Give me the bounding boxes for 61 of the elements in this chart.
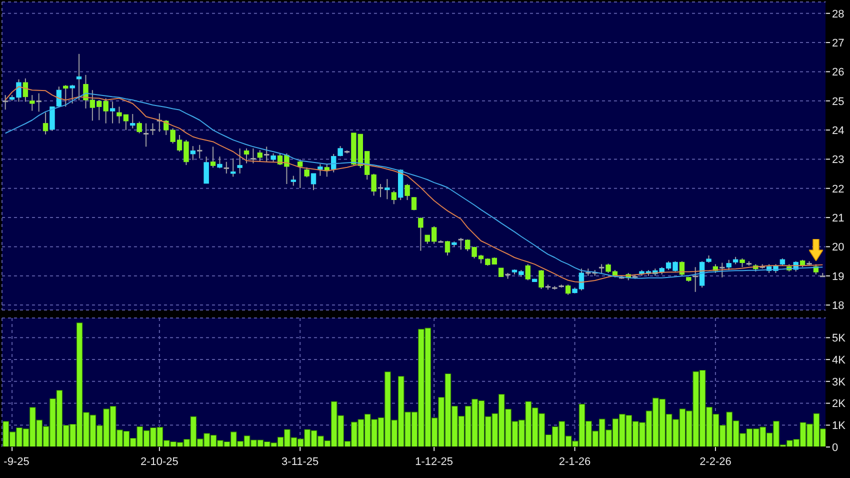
y-tick-label: 4K [832,354,846,366]
y-tick-label: 1K [832,420,846,432]
y-tick-label: 26 [832,66,844,79]
y-tick-label: 21 [832,212,844,224]
candlestick [136,121,142,134]
candlestick [244,148,250,164]
candlestick [298,158,303,189]
y-tick-label: 3K [832,376,846,388]
x-tick-label: 2-10-25 [140,456,178,468]
candlestick [692,266,698,292]
y-tick-label: 5K [832,332,846,345]
x-tick-label: 2-1-26 [558,456,591,468]
candlestick [70,84,75,104]
candlestick [150,122,156,136]
candlestick [76,53,82,101]
candlestick [318,164,323,176]
x-tick-label: 3-11-25 [282,456,319,468]
y-tick-label: 24 [832,124,844,137]
candlestick [404,184,410,201]
candlestick [391,190,396,205]
y-tick-label: 20 [832,242,844,254]
candlestick [230,158,236,178]
candlestick [224,161,230,174]
y-tick-label: 18 [832,300,844,312]
candlestick [36,92,42,112]
candlestick [197,144,202,159]
candlestick [143,122,149,148]
candlestick [217,156,222,169]
candlestick [50,106,55,132]
x-tick-label: 1-12-25 [415,456,454,468]
y-tick-label: 19 [832,270,844,283]
candlestick [110,101,116,124]
candlestick [458,237,464,250]
candlestick [2,94,8,110]
y-tick-label: 23 [832,154,844,166]
candlestick [290,175,296,186]
y-tick-label: 2K [832,398,846,410]
candlestick [310,173,316,191]
candlestick [378,184,384,198]
candlestick [304,166,310,178]
y-tick-label: 22 [832,183,844,196]
x-tick-label: -9-25 [4,456,30,468]
candlestick [130,114,136,129]
candlestick [210,146,216,168]
y-tick-label: 28 [832,8,844,20]
y-tick-label: 25 [832,96,844,108]
y-tick-label: 27 [832,37,844,50]
candlestick [525,264,530,281]
candlestick [720,262,725,278]
candlestick [264,146,270,162]
x-tick-label: 2-2-26 [700,456,732,468]
candlestick [237,148,242,174]
candlestick [63,84,68,108]
candlestick [250,148,256,164]
y-tick-label: 0 [832,442,838,454]
candlestick [411,196,417,211]
candlestick [22,78,28,102]
candlestick [331,153,336,173]
candlestick [418,217,424,252]
candlestick [204,156,209,184]
candlestick [42,112,48,135]
